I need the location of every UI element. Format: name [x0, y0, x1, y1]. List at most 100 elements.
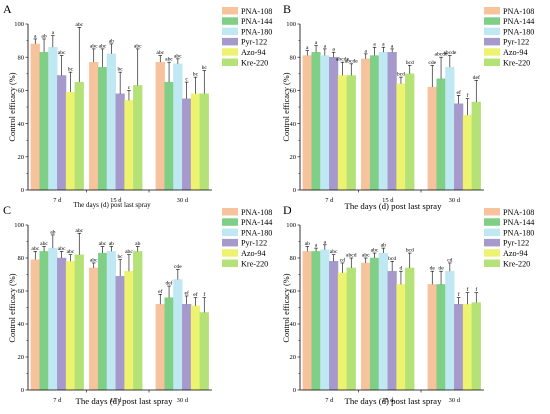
- x-tick-label: 15 d: [382, 397, 394, 404]
- significance-letter: ef: [184, 289, 188, 296]
- bar: [462, 115, 473, 191]
- bar: [405, 267, 415, 391]
- legend-swatch: [484, 259, 500, 267]
- bar: [369, 55, 380, 191]
- significance-letter: abcde: [443, 50, 457, 56]
- bar: [361, 58, 371, 191]
- bar: [173, 279, 183, 391]
- bar: [427, 86, 437, 191]
- significance-letter: abc: [90, 43, 98, 49]
- bar: [190, 305, 201, 391]
- legend-label: PNA-108: [503, 7, 534, 16]
- legend-label: Azo-94: [503, 48, 528, 57]
- bar: [30, 43, 40, 191]
- y-tick-label: 100: [286, 222, 296, 229]
- legend-label: PNA-108: [503, 208, 534, 217]
- significance-letter: ab: [305, 241, 310, 247]
- y-tick-label: 40: [18, 121, 25, 128]
- legend-label: PNA-108: [241, 208, 272, 217]
- y-tick-label: 100: [14, 21, 24, 28]
- significance-letter: ab: [109, 38, 114, 44]
- bar: [445, 271, 455, 391]
- significance-letter: ab: [135, 241, 140, 247]
- y-tick-label: 20: [290, 154, 297, 161]
- significance-letter: bc: [193, 72, 199, 78]
- legend-label: Pyr-122: [241, 38, 267, 47]
- bar: [106, 251, 116, 391]
- legend-swatch: [222, 249, 238, 257]
- y-axis-label: Control efficacy (%): [282, 72, 291, 141]
- bar: [396, 83, 406, 191]
- legend-swatch: [222, 259, 238, 267]
- bar: [320, 249, 330, 391]
- x-axis-label: The days (d) post last spray: [345, 201, 443, 211]
- significance-letter: a: [52, 30, 55, 36]
- bar: [361, 262, 371, 391]
- significance-letter: bcd: [406, 248, 414, 254]
- significance-letter: ab: [381, 243, 386, 249]
- legend-swatch: [222, 17, 238, 25]
- legend-label: PNA-180: [503, 27, 534, 36]
- bar: [369, 257, 380, 391]
- x-tick-label: 15 d: [382, 197, 394, 204]
- bar: [164, 297, 174, 391]
- bar: [155, 61, 165, 191]
- bar: [378, 252, 388, 391]
- panel-label: C: [3, 203, 11, 217]
- legend-swatch: [484, 208, 500, 216]
- x-tick-label: 7 d: [325, 397, 334, 404]
- bar: [164, 81, 174, 191]
- significance-letter: abc: [99, 43, 107, 49]
- bar: [454, 103, 464, 191]
- significance-letter: abc: [58, 246, 66, 252]
- significance-letter: ab: [50, 229, 55, 235]
- legend-label: Kre-220: [241, 58, 268, 67]
- significance-letter: ab: [109, 241, 114, 247]
- significance-letter: de: [438, 266, 444, 272]
- significance-letter: cd: [447, 257, 452, 263]
- y-tick-label: 40: [290, 121, 297, 128]
- x-tick-label: 7 d: [325, 197, 334, 204]
- bar: [124, 100, 134, 191]
- significance-letter: f: [458, 291, 460, 298]
- y-tick-label: 0: [21, 187, 24, 194]
- bar: [387, 52, 397, 191]
- significance-letter: ef: [158, 288, 162, 295]
- legend-swatch: [484, 48, 500, 56]
- legend-swatch: [484, 7, 500, 15]
- legend-label: Pyr-122: [503, 38, 529, 47]
- bar: [115, 93, 125, 191]
- significance-letter: abc: [125, 249, 133, 255]
- significance-letter: abc: [90, 257, 98, 263]
- legend-swatch: [222, 27, 238, 36]
- legend-label: PNA-108: [241, 7, 272, 16]
- bar: [30, 259, 40, 391]
- bar: [462, 304, 473, 391]
- bar: [337, 75, 348, 191]
- legend-swatch: [222, 238, 238, 247]
- significance-letter: a: [332, 47, 335, 53]
- significance-letter: def: [165, 280, 172, 287]
- bar: [190, 93, 201, 191]
- bar: [454, 304, 464, 391]
- y-tick-label: 80: [18, 255, 25, 262]
- x-tick-label: 15 d: [110, 397, 122, 404]
- bar: [471, 101, 481, 191]
- bar: [74, 81, 84, 191]
- bar: [133, 85, 143, 191]
- x-tick-label: 30 d: [449, 197, 461, 204]
- significance-letter: a: [315, 243, 318, 249]
- bar: [89, 267, 99, 391]
- significance-letter: cd: [340, 257, 345, 263]
- bar: [337, 272, 348, 391]
- significance-letter: abc: [75, 22, 83, 28]
- bar: [115, 275, 125, 391]
- significance-letter: a: [324, 43, 327, 49]
- significance-letter: f: [467, 92, 469, 99]
- chart-panel-d: D Control efficacy (%) The days (d) post l…: [282, 203, 534, 406]
- y-tick-label: 0: [21, 387, 24, 394]
